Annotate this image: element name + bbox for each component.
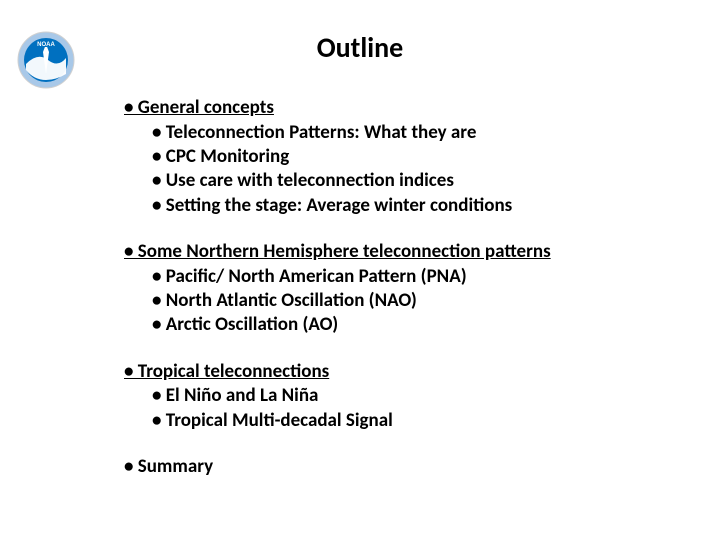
sub-item: • El Niño and La Niña bbox=[152, 384, 664, 408]
sub-item: • North Atlantic Oscillation (NAO) bbox=[152, 289, 664, 313]
section-tropical-teleconnections: • Tropical teleconnections • El Niño and… bbox=[124, 360, 664, 433]
section-nh-teleconnections: • Some Northern Hemisphere teleconnectio… bbox=[124, 240, 664, 338]
sub-item: • Setting the stage: Average winter cond… bbox=[152, 194, 664, 218]
outline-content: • General concepts • Teleconnection Patt… bbox=[124, 96, 664, 502]
sub-list: • Pacific/ North American Pattern (PNA) … bbox=[124, 265, 664, 338]
slide-title: Outline bbox=[0, 30, 720, 65]
section-summary: • Summary bbox=[124, 455, 664, 480]
sub-item: • Tropical Multi-decadal Signal bbox=[152, 409, 664, 433]
section-head: • General concepts bbox=[124, 96, 664, 121]
sub-item: • Pacific/ North American Pattern (PNA) bbox=[152, 265, 664, 289]
sub-list: • Teleconnection Patterns: What they are… bbox=[124, 121, 664, 218]
sub-item: • Use care with teleconnection indices bbox=[152, 169, 664, 193]
sub-item: • Arctic Oscillation (AO) bbox=[152, 313, 664, 337]
section-head: • Tropical teleconnections bbox=[124, 360, 664, 385]
sub-item: • Teleconnection Patterns: What they are bbox=[152, 121, 664, 145]
sub-list: • El Niño and La Niña • Tropical Multi-d… bbox=[124, 384, 664, 433]
section-general-concepts: • General concepts • Teleconnection Patt… bbox=[124, 96, 664, 218]
sub-item: • CPC Monitoring bbox=[152, 145, 664, 169]
section-head: • Summary bbox=[124, 455, 664, 480]
section-head: • Some Northern Hemisphere teleconnectio… bbox=[124, 240, 664, 265]
